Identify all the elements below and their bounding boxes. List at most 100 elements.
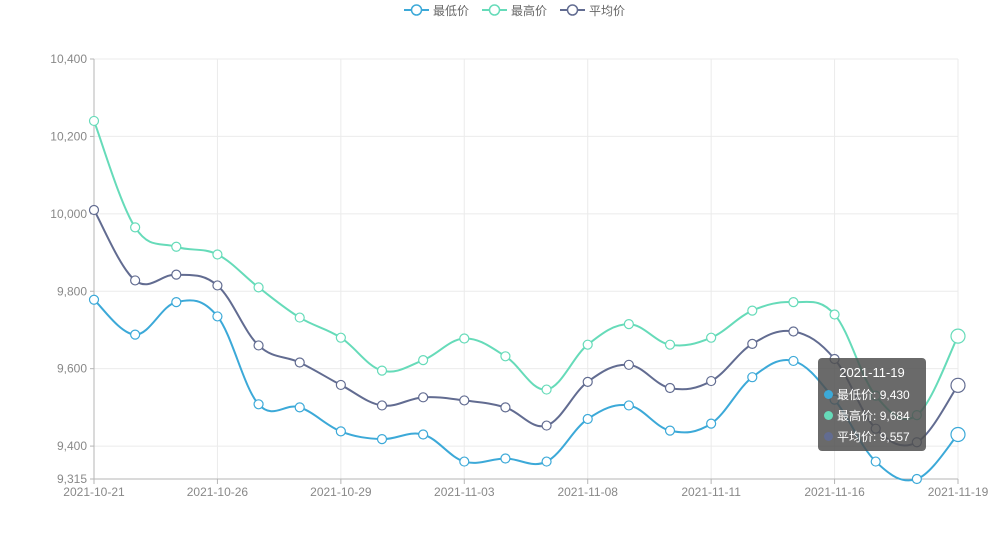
data-point-min bbox=[541, 456, 552, 467]
data-point-max bbox=[212, 249, 223, 260]
data-point-min bbox=[253, 399, 264, 410]
tooltip-value-max: 9,684 bbox=[879, 408, 910, 423]
tooltip-dot-avg bbox=[824, 432, 833, 441]
series-line-min bbox=[93, 299, 959, 482]
tooltip-dot-max bbox=[824, 411, 833, 420]
data-point-max bbox=[459, 333, 470, 344]
data-point-max bbox=[418, 355, 429, 366]
data-point-avg bbox=[664, 382, 676, 394]
data-point-min bbox=[870, 456, 881, 467]
data-point-avg bbox=[747, 338, 758, 350]
tooltip-row-min: 最低价: 9,430 bbox=[824, 384, 920, 405]
chart-tooltip: 2021-11-19 最低价: 9,430 最高价: 9,684 平均价: 9,… bbox=[818, 358, 926, 451]
legend-item-max[interactable]: 最高价 bbox=[482, 1, 547, 19]
data-point-avg bbox=[500, 402, 511, 413]
legend-label-max: 最高价 bbox=[511, 3, 548, 18]
data-point-min bbox=[582, 413, 593, 425]
data-point-max bbox=[376, 365, 388, 376]
y-tick-label: 9,315 bbox=[57, 472, 87, 486]
x-tick-label: 2021-10-26 bbox=[187, 485, 249, 499]
data-point-avg bbox=[459, 395, 470, 406]
data-point-min bbox=[88, 294, 100, 305]
data-point-avg bbox=[541, 420, 552, 431]
data-point-max bbox=[788, 296, 799, 308]
y-tick-label: 9,600 bbox=[57, 362, 87, 376]
data-point-max bbox=[294, 312, 305, 323]
data-point-avg bbox=[130, 275, 141, 286]
data-point-max bbox=[88, 115, 100, 127]
data-point-max bbox=[171, 241, 182, 252]
x-tick-label: 2021-11-19 bbox=[928, 485, 989, 499]
data-point-avg bbox=[171, 269, 182, 280]
tooltip-value-min: 9,430 bbox=[879, 387, 910, 402]
data-point-min bbox=[747, 372, 758, 383]
data-point-max bbox=[335, 332, 346, 343]
data-point-min bbox=[623, 400, 634, 411]
data-point-avg bbox=[88, 204, 100, 216]
tooltip-value-avg: 9,557 bbox=[879, 429, 910, 444]
legend-label-avg: 平均价 bbox=[589, 3, 626, 18]
y-tick-label: 10,000 bbox=[50, 207, 87, 221]
data-point-min bbox=[171, 296, 182, 308]
x-tick-label: 2021-10-29 bbox=[310, 485, 372, 499]
data-point-avg bbox=[335, 379, 346, 391]
data-point-min bbox=[459, 456, 470, 467]
tooltip-dot-min bbox=[824, 390, 833, 399]
data-point-min bbox=[294, 402, 305, 413]
data-point-min bbox=[664, 425, 676, 436]
series-line-avg bbox=[93, 209, 959, 447]
tooltip-label-min: 最低价 bbox=[837, 388, 874, 402]
data-point-max bbox=[582, 339, 593, 350]
x-tick-label: 2021-11-16 bbox=[804, 485, 865, 499]
circle-line-icon bbox=[404, 4, 429, 16]
legend-item-avg[interactable]: 平均价 bbox=[560, 1, 625, 19]
data-point-max bbox=[253, 282, 264, 293]
x-tick-label: 2021-11-11 bbox=[681, 485, 741, 499]
data-point-avg bbox=[212, 280, 223, 291]
data-point-avg bbox=[788, 326, 799, 337]
data-point-min bbox=[500, 453, 511, 464]
data-point-avg bbox=[623, 359, 634, 370]
data-point-min bbox=[376, 434, 388, 445]
tooltip-row-max: 最高价: 9,684 bbox=[824, 405, 920, 426]
x-tick-label: 2021-11-03 bbox=[434, 485, 495, 499]
data-point-min bbox=[130, 329, 141, 340]
data-point-avg bbox=[706, 375, 717, 387]
data-point-avg bbox=[376, 400, 388, 411]
legend-item-min[interactable]: 最低价 bbox=[404, 1, 469, 19]
data-point-max bbox=[747, 305, 758, 316]
data-point-max bbox=[950, 328, 966, 344]
data-point-avg bbox=[294, 357, 305, 368]
data-point-max bbox=[500, 351, 511, 362]
x-tick-label: 2021-11-08 bbox=[557, 485, 618, 499]
data-point-max bbox=[130, 222, 141, 233]
data-point-min bbox=[335, 426, 346, 437]
data-point-avg bbox=[950, 377, 966, 393]
data-point-min bbox=[212, 311, 223, 322]
x-tick-label: 2021-10-21 bbox=[63, 485, 125, 499]
data-point-max bbox=[706, 332, 717, 343]
data-point-avg bbox=[582, 376, 593, 387]
y-tick-label: 9,400 bbox=[57, 439, 87, 453]
tooltip-row-avg: 平均价: 9,557 bbox=[824, 426, 920, 447]
tooltip-label-avg: 平均价 bbox=[837, 430, 874, 444]
tooltip-title: 2021-11-19 bbox=[839, 365, 905, 380]
data-point-min bbox=[788, 355, 799, 367]
data-point-max bbox=[664, 339, 676, 350]
data-point-min bbox=[706, 418, 717, 429]
data-point-max bbox=[623, 319, 634, 330]
series-line-max bbox=[93, 120, 959, 421]
data-point-max bbox=[541, 384, 552, 395]
y-tick-label: 10,200 bbox=[50, 129, 87, 143]
legend-label-min: 最低价 bbox=[433, 3, 470, 18]
y-tick-label: 10,400 bbox=[50, 52, 87, 66]
data-point-avg bbox=[418, 392, 429, 403]
tooltip-label-max: 最高价 bbox=[837, 409, 874, 423]
data-point-min bbox=[950, 426, 966, 443]
circle-line-icon bbox=[482, 4, 507, 16]
data-point-max bbox=[829, 309, 840, 320]
data-point-min bbox=[911, 473, 922, 485]
y-tick-label: 9,800 bbox=[57, 284, 87, 298]
chart-legend: 最低价 最高价 平均价 bbox=[0, 0, 992, 20]
